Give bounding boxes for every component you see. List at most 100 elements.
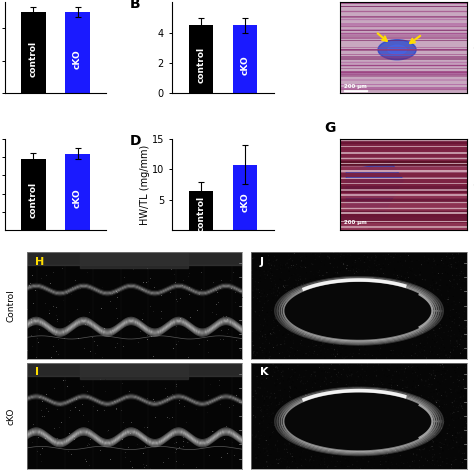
Point	[291, 365, 298, 372]
Point	[434, 417, 442, 424]
Point	[365, 250, 373, 257]
Point	[405, 303, 412, 310]
Point	[262, 305, 269, 312]
Point	[437, 287, 444, 294]
Point	[373, 421, 380, 429]
Point	[321, 346, 328, 353]
Point	[253, 375, 260, 383]
Point	[382, 291, 390, 299]
Text: 200 μm: 200 μm	[344, 83, 366, 89]
Point	[433, 301, 441, 309]
Point	[431, 317, 438, 325]
Point	[416, 446, 423, 454]
Point	[428, 282, 436, 289]
Point	[412, 279, 419, 286]
Point	[304, 319, 311, 327]
Point	[377, 350, 384, 358]
Point	[353, 406, 360, 414]
Point	[260, 398, 268, 406]
Point	[280, 350, 287, 358]
Point	[255, 420, 263, 428]
Point	[273, 376, 281, 383]
Point	[373, 262, 380, 269]
Point	[283, 442, 290, 450]
Point	[407, 325, 415, 332]
Point	[267, 446, 274, 454]
Point	[433, 367, 441, 375]
Point	[420, 325, 428, 333]
Point	[263, 291, 271, 299]
Point	[452, 259, 460, 267]
Point	[254, 256, 262, 264]
Point	[350, 423, 358, 430]
Point	[426, 380, 434, 388]
Point	[285, 438, 293, 446]
Point	[333, 326, 340, 334]
Point	[362, 371, 369, 379]
Point	[389, 349, 397, 357]
Point	[394, 351, 402, 359]
Point	[324, 454, 331, 462]
Point	[321, 448, 329, 456]
Point	[252, 330, 260, 337]
Point	[275, 307, 283, 314]
Point	[440, 400, 447, 408]
Point	[342, 402, 350, 410]
Point	[293, 261, 301, 268]
Point	[341, 345, 349, 352]
Point	[353, 268, 360, 275]
Point	[331, 398, 338, 405]
Point	[283, 443, 290, 450]
Point	[284, 264, 292, 272]
Point	[335, 281, 343, 289]
Point	[307, 303, 315, 311]
Point	[290, 275, 297, 283]
Point	[401, 429, 409, 437]
Point	[287, 264, 295, 271]
Point	[406, 398, 413, 405]
Point	[319, 287, 327, 295]
Point	[279, 455, 287, 463]
Point	[312, 306, 320, 313]
Point	[360, 286, 368, 293]
Point	[269, 360, 277, 368]
Point	[463, 262, 470, 269]
Point	[451, 436, 458, 443]
Point	[302, 443, 310, 450]
Point	[338, 388, 346, 395]
Point	[273, 396, 281, 404]
Point	[430, 273, 438, 281]
Point	[335, 428, 342, 436]
Point	[351, 258, 359, 266]
Point	[364, 457, 371, 465]
Point	[412, 334, 419, 341]
Point	[454, 436, 461, 444]
Point	[413, 411, 420, 419]
Point	[342, 436, 350, 443]
Point	[376, 436, 383, 444]
Point	[248, 260, 256, 267]
Point	[261, 289, 268, 297]
Point	[312, 251, 319, 258]
Point	[354, 306, 362, 313]
Point	[377, 375, 385, 383]
Point	[447, 339, 455, 347]
Point	[404, 285, 411, 293]
Point	[292, 348, 299, 356]
Point	[333, 426, 340, 434]
Point	[359, 455, 367, 463]
Point	[440, 379, 448, 386]
Point	[281, 397, 288, 405]
Point	[433, 436, 441, 443]
Point	[443, 376, 451, 383]
Point	[372, 304, 380, 311]
Point	[438, 320, 446, 328]
Point	[282, 315, 290, 322]
Point	[400, 349, 407, 357]
Point	[374, 417, 381, 424]
Point	[279, 421, 287, 429]
Point	[450, 409, 458, 416]
Point	[361, 430, 368, 438]
Point	[366, 341, 374, 348]
Point	[455, 404, 462, 411]
